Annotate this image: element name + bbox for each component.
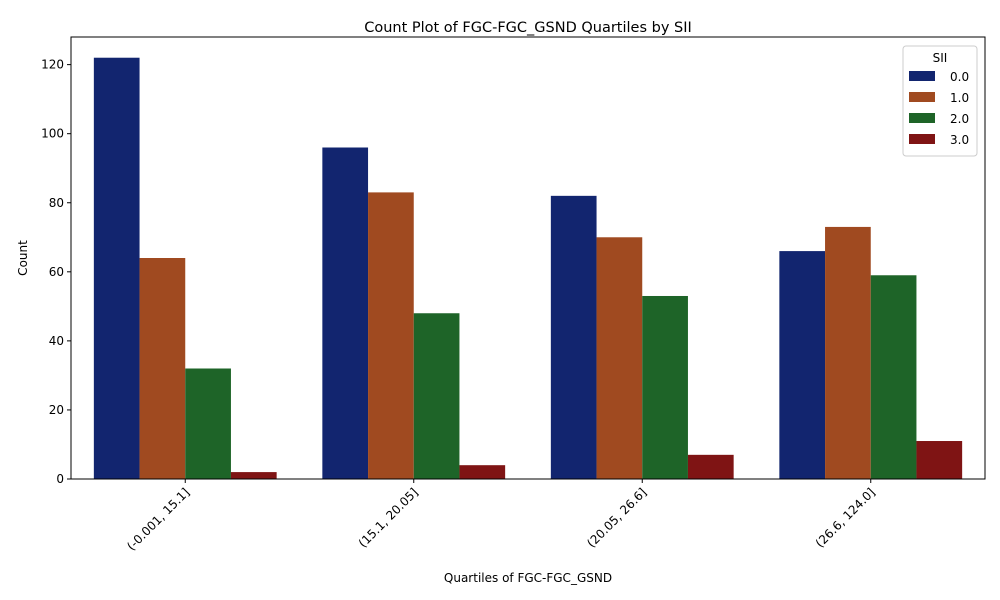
legend: SII 0.0 1.0 2.0 3.0 <box>902 45 978 157</box>
y-tick-label: 120 <box>41 58 64 72</box>
y-tick-label: 20 <box>49 403 64 417</box>
bar-1.0-2 <box>596 237 643 479</box>
bar-0.0-3 <box>779 251 826 479</box>
legend-label-2.0: 2.0 <box>950 112 969 126</box>
chart-title: Count Plot of FGC-FGC_GSND Quartiles by … <box>364 20 692 36</box>
y-tick-label: 0 <box>56 472 64 486</box>
y-tick-label: 100 <box>41 127 64 141</box>
bars <box>93 57 963 479</box>
legend-label-3.0: 3.0 <box>950 133 969 147</box>
legend-title: SII <box>933 51 948 65</box>
y-tick-label: 60 <box>49 265 64 279</box>
bar-0.0-1 <box>322 147 369 479</box>
legend-label-0.0: 0.0 <box>950 70 969 84</box>
bar-1.0-1 <box>368 192 414 479</box>
y-axis: 0 20 40 60 80 100 120 <box>41 58 71 486</box>
x-tick-label: (15.1, 20.05] <box>356 485 421 550</box>
bar-2.0-1 <box>413 313 460 479</box>
x-tick-label: (26.6, 124.0] <box>813 485 878 550</box>
x-tick-label: (20.05, 26.6] <box>584 485 649 550</box>
y-tick-label: 80 <box>49 196 64 210</box>
bar-0.0-0 <box>93 57 140 479</box>
x-axis: (-0.001, 15.1] (15.1, 20.05] (20.05, 26.6]… <box>124 479 878 553</box>
legend-label-1.0: 1.0 <box>950 91 969 105</box>
bar-1.0-3 <box>825 226 871 479</box>
bar-3.0-1 <box>459 465 506 479</box>
bar-2.0-3 <box>870 275 917 479</box>
y-axis-label: Count <box>16 240 30 276</box>
y-tick-label: 40 <box>49 334 64 348</box>
bar-3.0-0 <box>230 472 277 479</box>
bar-2.0-0 <box>185 368 231 479</box>
legend-swatch-3.0 <box>909 134 935 144</box>
bar-3.0-2 <box>687 454 734 479</box>
x-tick-label: (-0.001, 15.1] <box>124 485 192 553</box>
legend-swatch-2.0 <box>909 113 935 123</box>
plot-frame <box>70 36 986 480</box>
x-axis-label: Quartiles of FGC-FGC_GSND <box>444 571 612 585</box>
bar-1.0-0 <box>139 258 186 479</box>
legend-items: 0.0 1.0 2.0 3.0 <box>909 70 969 147</box>
bar-2.0-2 <box>642 295 688 479</box>
bar-3.0-3 <box>916 441 963 479</box>
bar-0.0-2 <box>550 195 597 479</box>
legend-swatch-0.0 <box>909 71 935 81</box>
legend-swatch-1.0 <box>909 92 935 102</box>
